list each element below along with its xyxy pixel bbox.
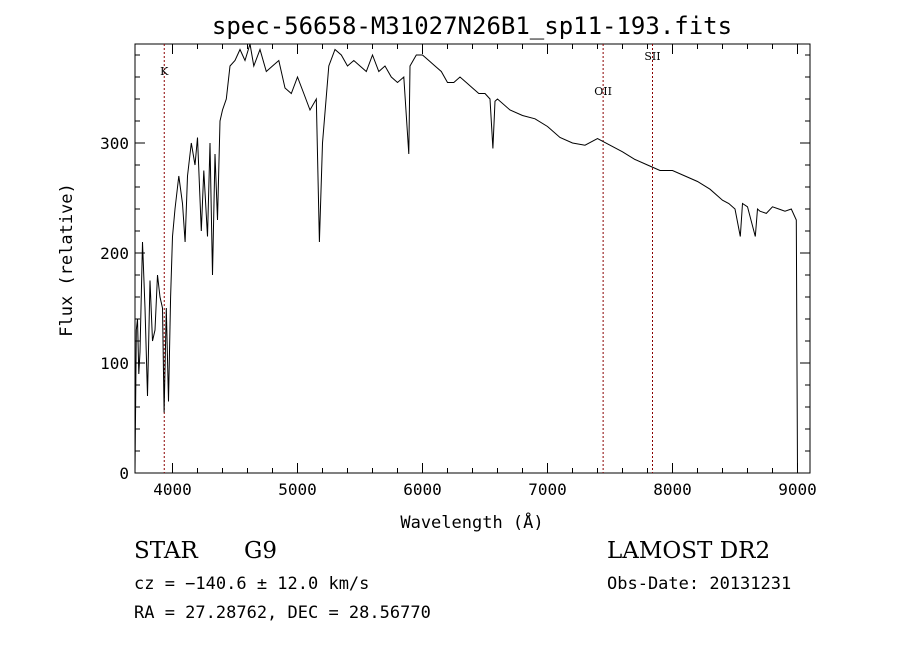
object-class: STAR — [134, 538, 198, 564]
x-tick-label: 4000 — [153, 480, 192, 499]
y-tick-label: 0 — [119, 464, 129, 483]
spectral-line-label: OII — [594, 85, 612, 98]
x-tick-label: 8000 — [653, 480, 692, 499]
y-tick-label: 200 — [100, 244, 129, 263]
plot-frame — [134, 43, 811, 474]
object-subclass: G9 — [244, 538, 278, 564]
x-tick-label: 6000 — [403, 480, 442, 499]
x-axis-label: Wavelength (Å) — [400, 511, 543, 533]
spectral-line-markers: K OII SII — [160, 44, 661, 473]
x-tick-label: 5000 — [278, 480, 317, 499]
redshift-velocity: cz = −140.6 ± 12.0 km/s — [134, 574, 370, 594]
observation-date: Obs-Date: 20131231 — [607, 574, 792, 594]
y-axis-label: Flux (relative) — [57, 183, 77, 337]
chart-title: spec-56658-M31027N26B1_sp11-193.fits — [212, 12, 732, 40]
axis-ticks: 4000 5000 6000 7000 8000 9000 0 100 200 300 — [100, 44, 817, 499]
survey-name: LAMOST DR2 — [607, 538, 771, 564]
y-tick-label: 100 — [100, 354, 129, 373]
x-tick-label: 7000 — [528, 480, 567, 499]
y-tick-label: 300 — [100, 134, 129, 153]
sky-coordinates: RA = 27.28762, DEC = 28.56770 — [134, 603, 431, 623]
spectral-line-label: K — [160, 65, 169, 78]
spectrum-line — [134, 43, 798, 474]
spectral-line-label: SII — [644, 50, 660, 63]
x-tick-label: 9000 — [778, 480, 817, 499]
